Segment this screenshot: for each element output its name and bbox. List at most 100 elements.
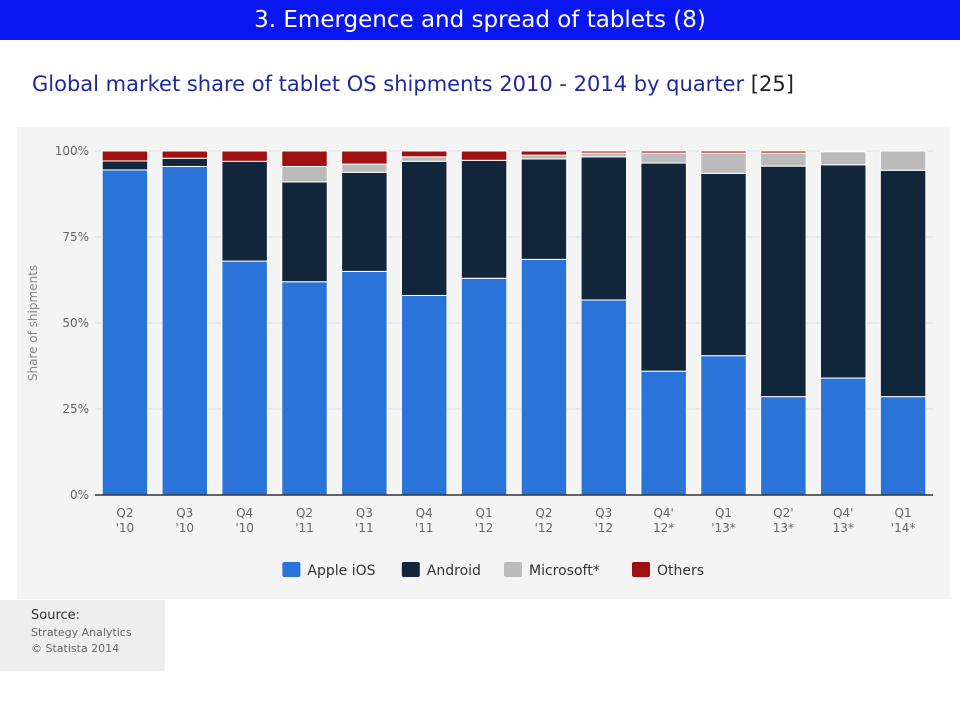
- bar-segment: [819, 151, 867, 166]
- bar-segment: [161, 150, 209, 159]
- y-axis-label: Share of shipments: [26, 265, 40, 381]
- x-tick-label: '11: [355, 521, 374, 535]
- x-tick-label: Q4: [236, 506, 253, 520]
- bar-segment: [400, 294, 448, 496]
- bar-segment: [161, 157, 209, 167]
- bar-segment: [760, 150, 807, 154]
- chart-title-text: Global market share of tablet OS shipmen…: [32, 72, 745, 96]
- legend-swatch: [504, 562, 522, 577]
- bar-segment: [700, 152, 747, 174]
- x-tick-label: '11: [415, 521, 434, 535]
- x-tick-label: Q1: [715, 506, 732, 520]
- x-tick-label: '12: [535, 521, 554, 535]
- x-tick-label: Q4: [416, 506, 433, 520]
- bar-segment: [460, 159, 508, 279]
- source-line: Strategy Analytics: [31, 626, 132, 639]
- x-tick-label: '10: [175, 521, 194, 535]
- legend-label: Android: [427, 563, 481, 579]
- bar-segment: [879, 150, 927, 171]
- bar-segment: [221, 150, 268, 162]
- bar-segment: [640, 162, 687, 372]
- bar-segment: [700, 355, 747, 496]
- bar-segment: [819, 377, 867, 496]
- bar-segment: [520, 150, 568, 156]
- bar-segment: [520, 154, 568, 160]
- x-tick-label: 13*: [833, 521, 854, 535]
- y-tick-label: 0%: [70, 488, 89, 502]
- bar-segment: [161, 165, 209, 496]
- x-tick-label: Q2': [773, 506, 793, 520]
- bar-segment: [101, 150, 149, 162]
- x-tick-label: Q4': [833, 506, 853, 520]
- x-tick-label: '10: [116, 521, 135, 535]
- chart-panel: 0% 25% 50% 75% 100% Share of shipments Q2'10 Q3…: [17, 127, 950, 599]
- x-tick-label: Q3: [176, 506, 193, 520]
- bar-segment: [281, 165, 328, 183]
- slide-title-banner: 3. Emergence and spread of tablets (8): [0, 0, 960, 40]
- slide-title: 3. Emergence and spread of tablets (8): [254, 7, 706, 33]
- bar-segment: [580, 156, 628, 301]
- bar-segment: [341, 270, 388, 496]
- bar-segment: [760, 396, 807, 496]
- citation-ref: [25]: [750, 72, 794, 96]
- x-tick-label: '11: [295, 521, 314, 535]
- bar-segment: [101, 169, 149, 496]
- bar-segment: [400, 156, 448, 162]
- bar-segment: [760, 152, 807, 167]
- bar-segment: [221, 260, 268, 496]
- y-tick-label: 25%: [62, 402, 89, 416]
- stacked-bar-chart: 0%25%50%75%100%Share of shipmentsQ2'10Q3…: [26, 144, 933, 579]
- x-tick-label: Q3: [356, 506, 373, 520]
- bar-segment: [580, 150, 628, 154]
- bar-segment: [400, 150, 448, 158]
- bar-segment: [281, 281, 328, 496]
- x-tick-label: Q3: [595, 506, 612, 520]
- x-tick-label: Q2: [535, 506, 552, 520]
- x-tick-label: Q1: [476, 506, 493, 520]
- x-tick-label: Q2: [116, 506, 133, 520]
- x-tick-label: '13*: [711, 521, 736, 535]
- bar-segment: [700, 172, 747, 357]
- chart-title: Global market share of tablet OS shipmen…: [32, 72, 794, 96]
- bar-segment: [400, 160, 448, 296]
- bar-segment: [640, 150, 687, 154]
- x-tick-label: 12*: [653, 521, 674, 535]
- x-tick-label: Q4': [653, 506, 673, 520]
- y-tick-label: 50%: [62, 316, 89, 330]
- bar-segment: [580, 152, 628, 158]
- x-tick-label: '10: [235, 521, 254, 535]
- bar-segment: [640, 370, 687, 496]
- x-tick-label: Q1: [895, 506, 912, 520]
- bar-segment: [460, 277, 508, 496]
- bar-segment: [101, 160, 149, 171]
- x-tick-label: Q2: [296, 506, 313, 520]
- bar-segment: [819, 164, 867, 379]
- x-tick-label: 13*: [773, 521, 794, 535]
- bar-segment: [341, 150, 388, 165]
- x-tick-label: '14*: [891, 521, 916, 535]
- source-box: Source: Strategy Analytics © Statista 20…: [0, 600, 165, 671]
- bar-segment: [520, 158, 568, 260]
- x-tick-label: '12: [475, 521, 494, 535]
- source-label: Source:: [31, 608, 81, 623]
- bar-segment: [341, 163, 388, 173]
- bar-segment: [819, 150, 867, 153]
- legend-label: Microsoft*: [529, 563, 600, 579]
- bar-segment: [281, 181, 328, 283]
- bar-segment: [460, 150, 508, 161]
- bar-segment: [879, 396, 927, 496]
- x-tick-label: '12: [594, 521, 613, 535]
- legend-label: Others: [657, 563, 704, 579]
- bar-segment: [580, 299, 628, 496]
- legend-label: Apple iOS: [307, 563, 375, 579]
- bar-segment: [640, 152, 687, 164]
- legend-swatch: [632, 562, 650, 577]
- source-line: © Statista 2014: [31, 642, 120, 655]
- y-tick-label: 75%: [62, 230, 89, 244]
- bar-segment: [879, 169, 927, 398]
- bar-segment: [700, 150, 747, 154]
- bar-segment: [760, 165, 807, 398]
- legend-swatch: [401, 562, 420, 577]
- bar-segment: [520, 258, 568, 496]
- bar-segment: [221, 160, 268, 262]
